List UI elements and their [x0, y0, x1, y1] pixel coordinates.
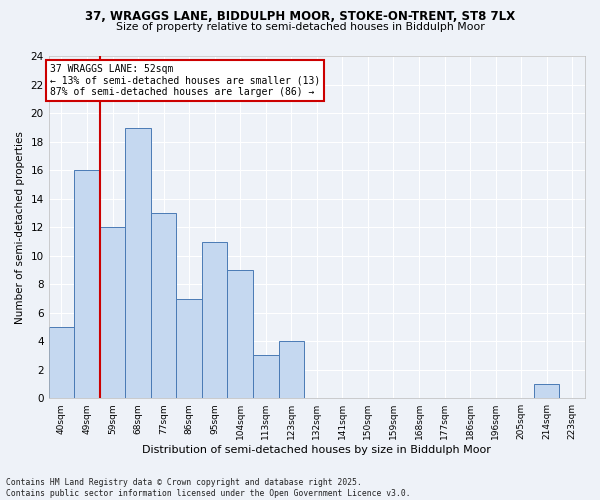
Bar [100, 228, 125, 398]
Bar [125, 128, 151, 398]
Bar [278, 342, 304, 398]
Text: 37, WRAGGS LANE, BIDDULPH MOOR, STOKE-ON-TRENT, ST8 7LX: 37, WRAGGS LANE, BIDDULPH MOOR, STOKE-ON… [85, 10, 515, 23]
X-axis label: Distribution of semi-detached houses by size in Biddulph Moor: Distribution of semi-detached houses by … [142, 445, 491, 455]
Bar [49, 327, 74, 398]
Bar [202, 242, 227, 398]
Bar [534, 384, 559, 398]
Bar [74, 170, 100, 398]
Text: 37 WRAGGS LANE: 52sqm
← 13% of semi-detached houses are smaller (13)
87% of semi: 37 WRAGGS LANE: 52sqm ← 13% of semi-deta… [50, 64, 320, 97]
Bar [253, 356, 278, 398]
Y-axis label: Number of semi-detached properties: Number of semi-detached properties [15, 131, 25, 324]
Text: Contains HM Land Registry data © Crown copyright and database right 2025.
Contai: Contains HM Land Registry data © Crown c… [6, 478, 410, 498]
Bar [227, 270, 253, 398]
Bar [176, 298, 202, 398]
Text: Size of property relative to semi-detached houses in Biddulph Moor: Size of property relative to semi-detach… [116, 22, 484, 32]
Bar [151, 213, 176, 398]
